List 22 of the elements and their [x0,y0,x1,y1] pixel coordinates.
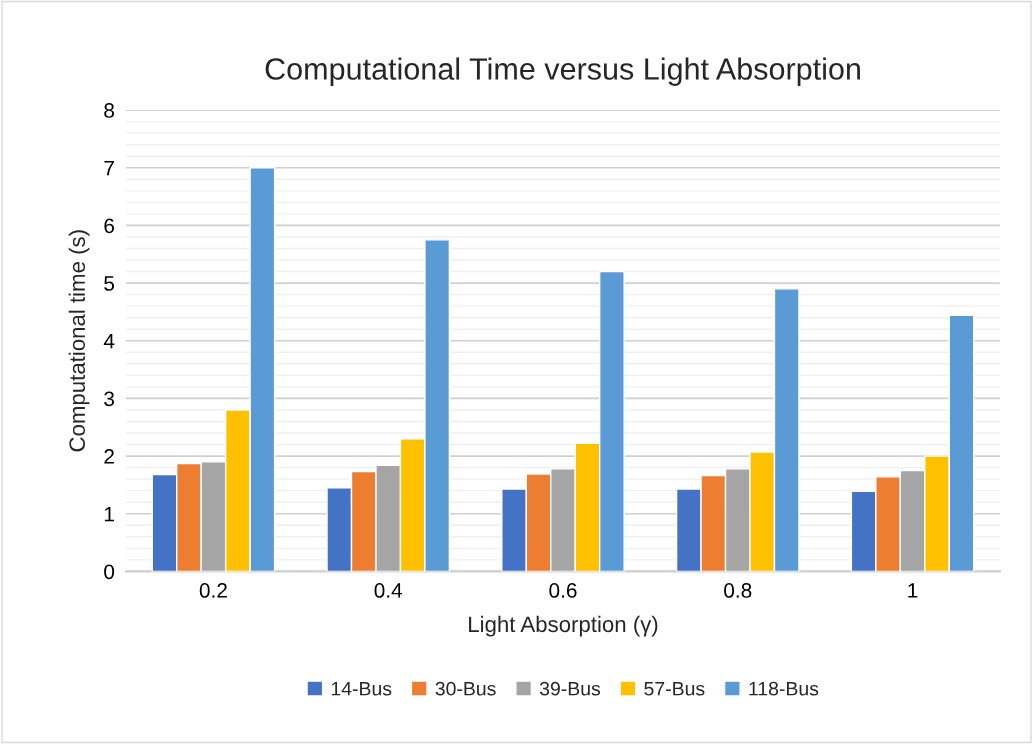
legend-label: 14-Bus [331,681,392,696]
legend-label: 57-Bus [644,681,705,696]
y-tick-label: 1 [104,506,114,522]
x-axis-title: Light Absorption (γ) [469,615,658,637]
y-tick-label: 6 [104,218,114,234]
chart-title: Computational Time versus Light Absorption [265,57,860,86]
x-tick-label: 0.4 [374,583,403,598]
x-tick-label: 0.8 [724,583,752,598]
y-tick-label: 4 [103,333,115,349]
legend-label: 39-Bus [539,681,601,696]
y-tick-label: 2 [104,449,114,464]
x-tick-label: 0.2 [199,583,227,598]
y-tick-label: 5 [104,276,115,291]
y-tick-label: 0 [104,564,115,580]
y-tick-label: 7 [104,160,114,176]
x-tick-label: 0.6 [549,583,577,598]
x-tick-label: 1 [908,583,918,598]
y-tick-label: 3 [104,391,114,407]
y-axis-title: Computational time (s) [68,230,90,452]
legend-label: 118-Bus [749,681,819,696]
legend-label: 30-Bus [435,681,496,696]
y-tick-label: 8 [104,103,115,118]
